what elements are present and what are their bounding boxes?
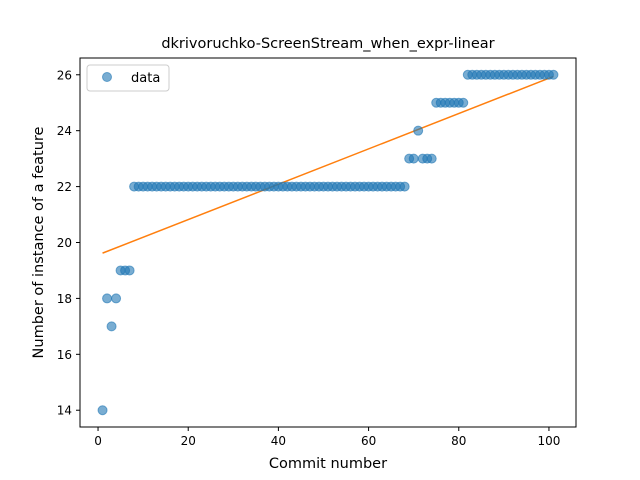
- x-axis: 0 20 40 60 80 100: [94, 427, 560, 448]
- data-point: [426, 153, 437, 164]
- data-point: [111, 293, 122, 304]
- data-point: [97, 405, 108, 416]
- x-tick-label: 20: [181, 434, 196, 448]
- y-tick-label: 14: [57, 404, 72, 418]
- data-point: [124, 265, 135, 276]
- chart-title: dkrivoruchko-ScreenStream_when_expr-line…: [161, 36, 494, 52]
- y-tick-label: 24: [57, 124, 72, 138]
- data-point: [458, 97, 469, 108]
- y-axis-label: Number of instance of a feature: [31, 126, 47, 358]
- y-tick-label: 22: [57, 180, 72, 194]
- data-point: [408, 153, 419, 164]
- x-axis-label: Commit number: [269, 456, 387, 472]
- x-tick-label: 100: [537, 434, 560, 448]
- y-tick-label: 18: [57, 292, 72, 306]
- y-tick-label: 26: [57, 68, 72, 82]
- x-tick-label: 40: [271, 434, 286, 448]
- x-tick-label: 80: [451, 434, 466, 448]
- x-tick-label: 0: [94, 434, 102, 448]
- trend-line: [102, 75, 554, 254]
- plot-area: [97, 69, 559, 416]
- data-point: [399, 181, 410, 192]
- data-point: [548, 69, 559, 80]
- plot-frame: [79, 57, 577, 428]
- data-point: [106, 321, 117, 332]
- y-axis: 14 16 18 20 22 24 26: [57, 68, 80, 418]
- y-tick-label: 16: [57, 348, 72, 362]
- legend-marker-data: [102, 72, 112, 82]
- data-point: [413, 125, 424, 136]
- legend-box: [86, 64, 170, 92]
- y-tick-label: 20: [57, 236, 72, 250]
- legend: data: [86, 64, 170, 92]
- x-tick-label: 60: [361, 434, 376, 448]
- data-point: [102, 293, 113, 304]
- legend-label-data: data: [131, 71, 160, 86]
